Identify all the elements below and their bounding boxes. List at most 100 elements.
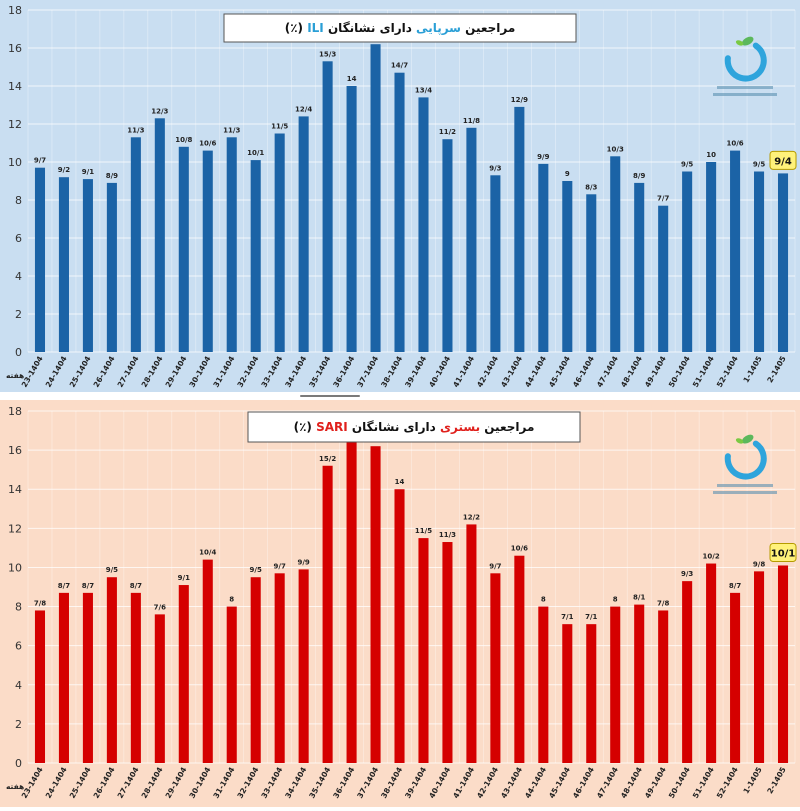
ili-data-label: 15/3: [319, 50, 336, 58]
ili-bar: [418, 97, 429, 353]
ili-highlight-badge: [769, 150, 797, 170]
sari-data-label: 8: [541, 596, 546, 604]
sari-data-label: 9/7: [489, 562, 501, 570]
sari-data-label: 8/7: [130, 582, 142, 590]
ili-bar-chart: 0246810121416189/723-14049/224-14049/125…: [0, 0, 800, 392]
sari-bar: [514, 555, 525, 763]
ili-logo-caption-line: [717, 86, 773, 89]
sari-data-label: 9/9: [297, 558, 309, 566]
sari-data-label: 10/6: [511, 545, 528, 553]
sari-data-label: 9/8: [753, 560, 765, 568]
sari-y-tick-label: 16: [8, 444, 22, 457]
ili-logo-leaf-small: [735, 40, 744, 46]
sari-y-tick-label: 12: [8, 522, 22, 535]
ili-bar: [202, 150, 213, 352]
ili-chart-panel: 0 2 4 6 8 10 12 14 16 18 9/7 23-1404 9/2 24-1404 9/1 25…: [0, 0, 800, 392]
ili-data-label: 10/6: [199, 140, 216, 148]
ili-bar: [394, 72, 405, 352]
sari-data-label: 8: [229, 596, 234, 604]
ili-bar: [514, 106, 525, 353]
sari-logo-caption-line: [717, 484, 773, 487]
ili-logo-ring: [724, 42, 767, 82]
ili-y-tick-label: 0: [15, 346, 22, 359]
ili-bar: [34, 167, 46, 352]
ili-data-label: 9/5: [753, 161, 765, 169]
sari-data-label: 9/5: [250, 566, 262, 574]
sari-bar: [202, 559, 213, 763]
ili-data-label: 14: [347, 75, 357, 83]
sari-week-axis-label: هفته: [6, 782, 24, 791]
ili-bar: [562, 181, 573, 352]
ili-data-label: 8/9: [106, 172, 118, 180]
ili-data-label: 9/9: [537, 153, 549, 161]
sari-bar: [538, 606, 549, 763]
scroll-handle[interactable]: [300, 395, 360, 397]
sari-bar: [610, 606, 621, 763]
ili-bar: [658, 205, 669, 352]
sari-bar: [442, 542, 453, 763]
sari-bar: [322, 465, 333, 763]
ili-data-label: 10: [706, 151, 716, 159]
ili-logo-leaf: [741, 36, 754, 46]
ili-data-label: 10/3: [607, 145, 624, 153]
sari-data-label: 10/2: [703, 553, 720, 561]
ili-bar: [634, 182, 645, 352]
sari-data-label: 7/8: [657, 599, 669, 607]
ili-data-label: 8/9: [633, 172, 645, 180]
sari-bar: [154, 614, 165, 763]
sari-bar: [178, 585, 189, 763]
sari-y-tick-label: 14: [8, 483, 22, 496]
sari-bar: [130, 592, 141, 763]
ili-data-label: 11/5: [271, 123, 288, 131]
ili-y-tick-label: 8: [15, 194, 22, 207]
ili-data-label: 14/7: [391, 62, 408, 70]
sari-data-label: 9/3: [681, 570, 693, 578]
ili-data-label: 9/3: [489, 164, 501, 172]
sari-data-label: 8/1: [633, 594, 645, 602]
sari-bar: [394, 489, 405, 763]
sari-y-tick-label: 4: [15, 679, 22, 692]
ili-y-tick-label: 4: [15, 270, 22, 283]
sari-highlight-badge: [769, 542, 797, 562]
sari-y-tick-label: 8: [15, 601, 22, 614]
ili-bar: [274, 133, 285, 352]
sari-bar: [777, 565, 789, 763]
sari-y-tick-label: 6: [15, 640, 22, 653]
sari-bar: [274, 573, 285, 763]
sari-data-label: 10/4: [199, 549, 216, 557]
ili-bar: [130, 137, 141, 352]
ili-y-tick-label: 16: [8, 42, 22, 55]
ili-bar: [538, 163, 549, 352]
sari-data-label: 8/7: [58, 582, 70, 590]
ili-data-label: 9: [565, 170, 570, 178]
ili-bar: [610, 156, 621, 352]
sari-bar: [370, 446, 381, 763]
ili-data-label: 12/4: [295, 105, 312, 113]
ili-data-label: 11/3: [223, 126, 240, 134]
ili-data-label: 10/8: [175, 136, 192, 144]
ili-bar: [730, 150, 741, 352]
sari-bar: [226, 606, 237, 763]
sari-logo: [713, 434, 777, 494]
sari-bar: [634, 604, 645, 763]
sari-data-label: 11/3: [439, 531, 456, 539]
sari-bar: [418, 538, 429, 763]
ili-title-box: [223, 13, 577, 43]
sari-bar: [682, 581, 693, 763]
sari-data-label: 12/2: [463, 513, 480, 521]
ili-bar: [346, 86, 357, 352]
ili-data-label: 9/7: [34, 157, 46, 165]
ili-bar: [706, 162, 717, 352]
ili-bar: [754, 171, 765, 352]
ili-bar: [777, 173, 789, 352]
ili-bar: [226, 137, 237, 352]
sari-title-box: [247, 411, 581, 443]
ili-y-tick-label: 10: [8, 156, 22, 169]
sari-chart-title: مراجعین بستری دارای نشانگان SARI (٪): [294, 420, 535, 434]
ili-bar: [322, 61, 333, 353]
sari-logo-ring: [724, 440, 767, 480]
sari-logo-caption-line: [713, 491, 777, 494]
sari-data-label: 9/7: [274, 562, 286, 570]
sari-bar: [298, 569, 309, 763]
sari-data-label: 8/7: [729, 582, 741, 590]
